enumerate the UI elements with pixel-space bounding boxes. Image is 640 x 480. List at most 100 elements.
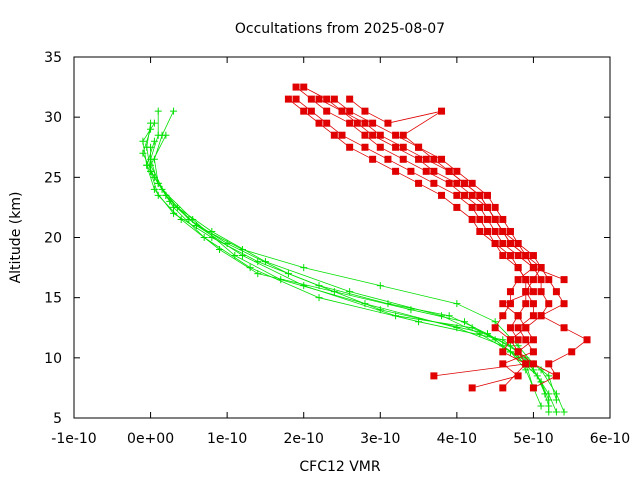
data-point xyxy=(215,246,223,254)
data-point xyxy=(154,191,162,199)
data-point xyxy=(476,203,484,211)
data-point xyxy=(537,276,545,284)
data-point xyxy=(506,336,514,344)
data-point xyxy=(583,336,591,344)
y-tick-label: 30 xyxy=(44,110,62,126)
series-red-10 xyxy=(300,83,591,380)
data-point xyxy=(529,312,537,320)
data-point xyxy=(491,240,499,248)
data-point xyxy=(315,294,323,302)
data-point xyxy=(499,215,507,223)
data-point xyxy=(254,258,262,266)
data-point xyxy=(476,227,484,235)
data-point xyxy=(499,300,507,308)
data-point xyxy=(461,191,469,199)
data-point xyxy=(545,276,553,284)
data-point xyxy=(315,95,323,103)
x-tick-label: 2e-10 xyxy=(284,431,324,447)
series-line xyxy=(146,141,534,389)
data-point xyxy=(315,119,323,127)
series-line xyxy=(349,98,542,341)
data-point xyxy=(369,119,377,127)
series-line xyxy=(142,122,550,407)
data-point xyxy=(261,258,269,266)
series-green-1 xyxy=(143,119,560,416)
data-point xyxy=(514,372,522,380)
data-point xyxy=(522,360,530,368)
data-point xyxy=(529,276,537,284)
data-point xyxy=(438,155,446,163)
data-point xyxy=(407,167,415,175)
series-line xyxy=(150,135,557,401)
data-point xyxy=(139,149,147,157)
x-axis-label: CFC12 VMR xyxy=(299,459,381,475)
data-point xyxy=(430,179,438,187)
data-point xyxy=(170,107,178,115)
data-point xyxy=(514,312,522,320)
x-tick-label: -1e-10 xyxy=(51,431,96,447)
series-line xyxy=(146,123,557,413)
data-point xyxy=(506,252,514,260)
data-point xyxy=(499,360,507,368)
y-tick-label: 15 xyxy=(44,291,62,307)
data-point xyxy=(506,300,514,308)
data-point xyxy=(300,83,308,91)
data-point xyxy=(506,324,514,332)
data-point xyxy=(461,179,469,187)
data-point xyxy=(453,179,461,187)
series-green-3 xyxy=(147,107,545,410)
data-point xyxy=(545,360,553,368)
series-red-11 xyxy=(315,95,568,380)
data-point xyxy=(438,107,446,115)
series-line xyxy=(150,111,542,407)
series-line xyxy=(150,147,546,395)
data-point xyxy=(522,276,530,284)
data-point xyxy=(445,312,453,320)
data-point xyxy=(143,161,151,169)
data-point xyxy=(522,324,530,332)
data-point xyxy=(552,396,560,404)
data-point xyxy=(491,215,499,223)
data-point xyxy=(150,137,158,145)
data-point xyxy=(399,143,407,151)
data-point xyxy=(430,167,438,175)
data-point xyxy=(346,107,354,115)
data-point xyxy=(392,143,400,151)
series-red-9 xyxy=(284,95,537,392)
data-point xyxy=(392,167,400,175)
data-point xyxy=(499,384,507,392)
data-point xyxy=(499,240,507,248)
data-point xyxy=(453,324,461,332)
data-point xyxy=(529,360,537,368)
data-point xyxy=(522,366,530,374)
data-point xyxy=(445,167,453,175)
data-point xyxy=(522,288,530,296)
data-point xyxy=(552,408,560,416)
data-point xyxy=(476,215,484,223)
data-point xyxy=(392,131,400,139)
data-point xyxy=(545,402,553,410)
data-point xyxy=(476,330,484,338)
data-point xyxy=(300,264,308,272)
data-point xyxy=(369,131,377,139)
data-point xyxy=(483,227,491,235)
x-tick-label: 5e-10 xyxy=(513,431,553,447)
data-point xyxy=(430,372,438,380)
data-point xyxy=(154,107,162,115)
data-point xyxy=(399,155,407,163)
data-point xyxy=(499,312,507,320)
data-point xyxy=(361,119,369,127)
data-point xyxy=(376,282,384,290)
data-point xyxy=(376,143,384,151)
data-point xyxy=(491,203,499,211)
data-point xyxy=(552,372,560,380)
data-point xyxy=(384,300,392,308)
data-point xyxy=(415,179,423,187)
data-point xyxy=(514,336,522,344)
data-point xyxy=(330,131,338,139)
data-point xyxy=(323,119,331,127)
data-point xyxy=(483,330,491,338)
y-tick-label: 35 xyxy=(44,50,62,66)
y-tick-label: 20 xyxy=(44,231,62,247)
